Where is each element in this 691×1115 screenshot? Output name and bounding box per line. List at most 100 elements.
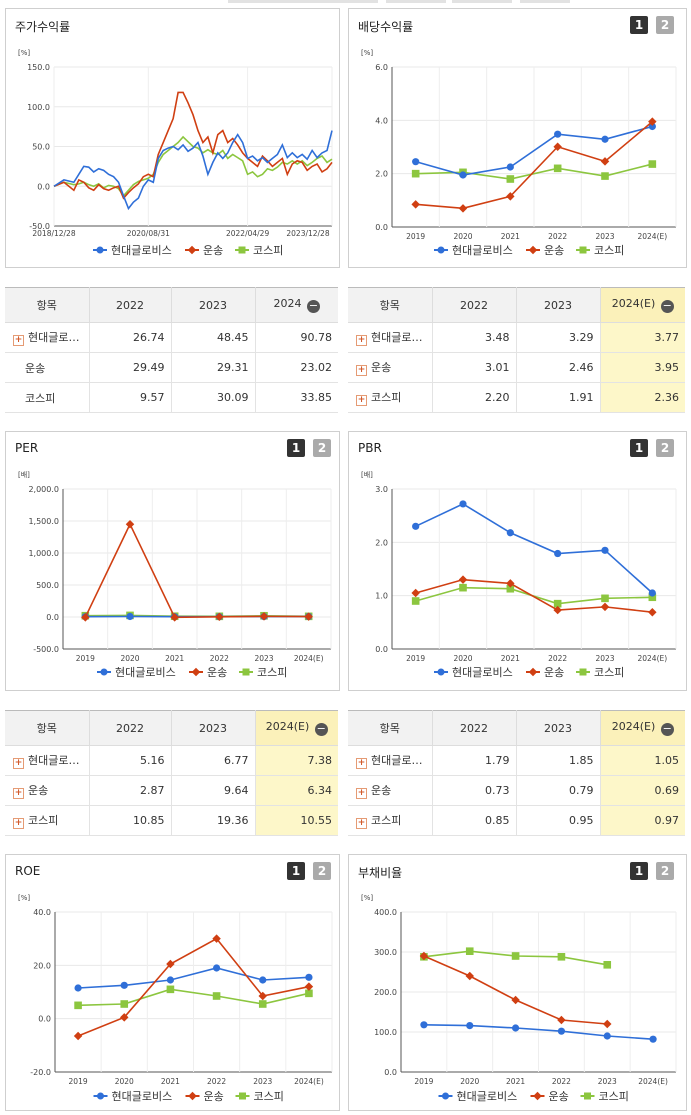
- data-point: [304, 612, 313, 621]
- x-tick-label: 2024(E): [294, 1077, 324, 1086]
- y-axis-unit: [%]: [18, 894, 30, 902]
- x-tick-label: 2021: [506, 1077, 525, 1086]
- legend-marker: [96, 246, 104, 254]
- cell: 19.36: [171, 805, 256, 836]
- y-tick-label: 500.0: [36, 581, 59, 590]
- y-tick-label: -500.0: [33, 645, 59, 654]
- data-point: [412, 158, 420, 166]
- legend-marker: [242, 668, 250, 676]
- y-tick-label: 2,000.0: [28, 485, 59, 494]
- chart-page-1-button[interactable]: 1: [287, 862, 305, 880]
- legend-label: 현대글로비스: [111, 244, 172, 257]
- chart-page-1-button[interactable]: 1: [287, 439, 305, 457]
- chart-page-1-button[interactable]: 1: [630, 862, 648, 880]
- y-tick-label: 0.0: [46, 613, 59, 622]
- data-point: [305, 973, 313, 981]
- row-name[interactable]: + 코스피: [348, 805, 433, 836]
- chart-page-2-button[interactable]: 2: [656, 16, 674, 34]
- row-name[interactable]: + 현대글로…: [5, 745, 90, 776]
- y-tick-label: 0.0: [37, 182, 50, 191]
- cell: 1.05: [600, 745, 685, 776]
- data-point: [120, 981, 128, 989]
- row-name: 코스피: [5, 382, 90, 413]
- data-point: [465, 947, 474, 955]
- collapse-icon[interactable]: −: [314, 722, 328, 736]
- expand-plus-icon[interactable]: +: [356, 335, 367, 346]
- data-point: [601, 594, 609, 603]
- x-tick-label: 2022: [548, 232, 567, 241]
- cell: 3.01: [432, 352, 517, 383]
- y-tick-label: 300.0: [374, 948, 397, 957]
- panel-title: 배당수익률: [358, 20, 414, 34]
- row-name[interactable]: + 현대글로…: [348, 745, 433, 776]
- data-point: [506, 192, 515, 201]
- data-point: [553, 142, 562, 151]
- row-name[interactable]: + 운송: [348, 775, 433, 806]
- expand-plus-icon[interactable]: +: [356, 758, 367, 769]
- x-tick-label: 2023: [598, 1077, 617, 1086]
- legend-label: 운송: [204, 1090, 224, 1103]
- data-point: [648, 607, 657, 617]
- cell: 5.16: [89, 745, 172, 776]
- cell: 0.97: [600, 805, 685, 836]
- col-header-item: 항목: [348, 287, 433, 323]
- legend-marker: [239, 1092, 246, 1100]
- x-tick-label: 2022: [210, 654, 229, 663]
- expand-plus-icon[interactable]: +: [356, 818, 367, 829]
- data-point: [305, 989, 313, 998]
- row-name[interactable]: + 코스피: [348, 382, 433, 413]
- expand-plus-icon[interactable]: +: [13, 818, 24, 829]
- col-header-2024: 2024 −: [255, 287, 338, 323]
- x-tick-label: 2020/08/31: [127, 229, 170, 238]
- col-header-2022: 2022: [432, 287, 517, 323]
- row-name[interactable]: + 현대글로…: [348, 322, 433, 353]
- expand-plus-icon[interactable]: +: [13, 758, 24, 769]
- chart-page-2-button[interactable]: 2: [313, 439, 331, 457]
- expand-plus-icon[interactable]: +: [356, 395, 367, 406]
- row-name[interactable]: + 현대글로…: [5, 322, 90, 353]
- series-line: [415, 121, 653, 210]
- row-name[interactable]: + 운송: [348, 352, 433, 383]
- data-point: [511, 995, 520, 1005]
- data-point: [125, 519, 135, 529]
- cell: 23.02: [255, 352, 338, 383]
- row-name[interactable]: + 코스피: [5, 805, 90, 836]
- chart-page-2-button[interactable]: 2: [656, 862, 674, 880]
- collapse-icon[interactable]: −: [660, 722, 674, 736]
- x-tick-label: 2024(E): [638, 1077, 668, 1086]
- roe-chart: [%]40.0 20.0 0.0 -20.0 2019 2020 2021 2022 2023 2…: [18, 894, 333, 1103]
- x-tick-label: 2022: [548, 654, 567, 663]
- expand-plus-icon[interactable]: +: [356, 788, 367, 799]
- debt-ratio-panel: 부채비율 1 2 [%] 400.0 300.0 200.0 100.0 0.0 2019 2…: [348, 854, 687, 1111]
- legend-label: 현대글로비스: [112, 1090, 173, 1103]
- chart-page-2-button[interactable]: 2: [313, 862, 331, 880]
- data-point: [601, 172, 609, 180]
- cell: 1.85: [516, 745, 601, 776]
- col-header-item: 항목: [5, 710, 90, 746]
- chart-page-2-button[interactable]: 2: [656, 439, 674, 457]
- y-tick-label: 1.0: [375, 592, 388, 601]
- series-line: [84, 522, 309, 619]
- expand-plus-icon[interactable]: +: [356, 365, 367, 376]
- collapse-icon[interactable]: −: [660, 299, 674, 313]
- chart-page-1-button[interactable]: 1: [630, 439, 648, 457]
- x-tick-label: 2022: [552, 1077, 571, 1086]
- expand-plus-icon[interactable]: +: [13, 335, 24, 346]
- cell: 26.74: [89, 322, 172, 353]
- chart-page-1-button[interactable]: 1: [630, 16, 648, 34]
- expand-plus-icon[interactable]: +: [13, 788, 24, 799]
- y-tick-label: 50.0: [32, 143, 50, 152]
- data-point: [466, 1022, 474, 1030]
- y-tick-label: 0.0: [375, 223, 388, 232]
- data-point: [648, 122, 656, 131]
- y-axis-unit: [%]: [361, 49, 373, 57]
- row-name[interactable]: + 운송: [5, 775, 90, 806]
- legend-label: 코스피: [599, 1090, 629, 1103]
- cell: 29.49: [89, 352, 172, 383]
- legend-label: 현대글로비스: [457, 1090, 518, 1103]
- panel-title: PBR: [358, 441, 382, 455]
- data-point: [259, 612, 269, 621]
- collapse-icon[interactable]: −: [307, 299, 320, 313]
- data-point: [648, 589, 656, 597]
- x-tick-label: 2023/12/28: [286, 229, 329, 238]
